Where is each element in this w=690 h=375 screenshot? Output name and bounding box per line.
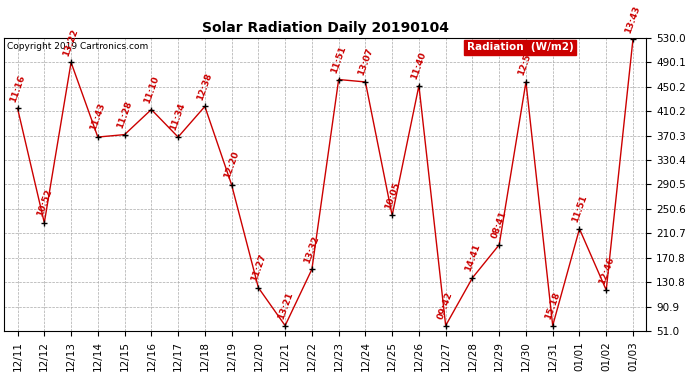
Text: 13:22: 13:22 (62, 27, 80, 57)
Text: 13:43: 13:43 (624, 4, 642, 34)
Text: 12:46: 12:46 (597, 255, 615, 285)
Text: Radiation  (W/m2): Radiation (W/m2) (466, 42, 573, 52)
Title: Solar Radiation Daily 20190104: Solar Radiation Daily 20190104 (201, 21, 448, 35)
Text: 11:27: 11:27 (249, 253, 268, 283)
Text: 12:58: 12:58 (517, 47, 535, 77)
Text: 15:18: 15:18 (544, 291, 562, 321)
Text: 11:40: 11:40 (410, 51, 428, 81)
Text: 11:10: 11:10 (142, 75, 161, 105)
Text: 12:38: 12:38 (196, 72, 214, 102)
Text: Copyright 2019 Cartronics.com: Copyright 2019 Cartronics.com (8, 42, 148, 51)
Text: 13:32: 13:32 (303, 234, 321, 264)
Text: 10:05: 10:05 (383, 181, 402, 210)
Text: 11:43: 11:43 (89, 102, 107, 132)
Text: 08:41: 08:41 (490, 210, 509, 240)
Text: 14:41: 14:41 (463, 243, 482, 273)
Text: 11:51: 11:51 (330, 45, 348, 75)
Text: 12:20: 12:20 (222, 150, 241, 180)
Text: 13:07: 13:07 (356, 47, 375, 77)
Text: 09:42: 09:42 (437, 291, 455, 321)
Text: 13:21: 13:21 (276, 291, 294, 321)
Text: 11:34: 11:34 (169, 102, 187, 132)
Text: 11:28: 11:28 (115, 100, 134, 130)
Text: 11:51: 11:51 (571, 194, 589, 224)
Text: 11:16: 11:16 (8, 74, 27, 104)
Text: 10:52: 10:52 (35, 188, 53, 218)
